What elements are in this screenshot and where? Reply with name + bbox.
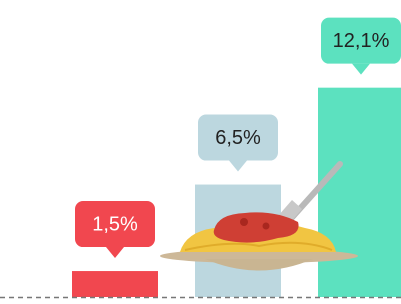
- value-label: 12,1%: [333, 30, 390, 52]
- bar: [72, 271, 158, 297]
- callout-pointer: [106, 247, 124, 258]
- bar: [318, 88, 401, 297]
- value-label: 1,5%: [92, 213, 138, 235]
- callout-pointer: [352, 64, 370, 75]
- page: {"chart_data": {"type": "bar", "values":…: [0, 0, 401, 304]
- chart: 1,5% 6,5% 12,1%: [0, 0, 401, 304]
- value-label: 6,5%: [215, 127, 261, 149]
- meatball: [240, 218, 248, 226]
- meatball: [263, 223, 270, 230]
- callout-pointer: [229, 161, 247, 172]
